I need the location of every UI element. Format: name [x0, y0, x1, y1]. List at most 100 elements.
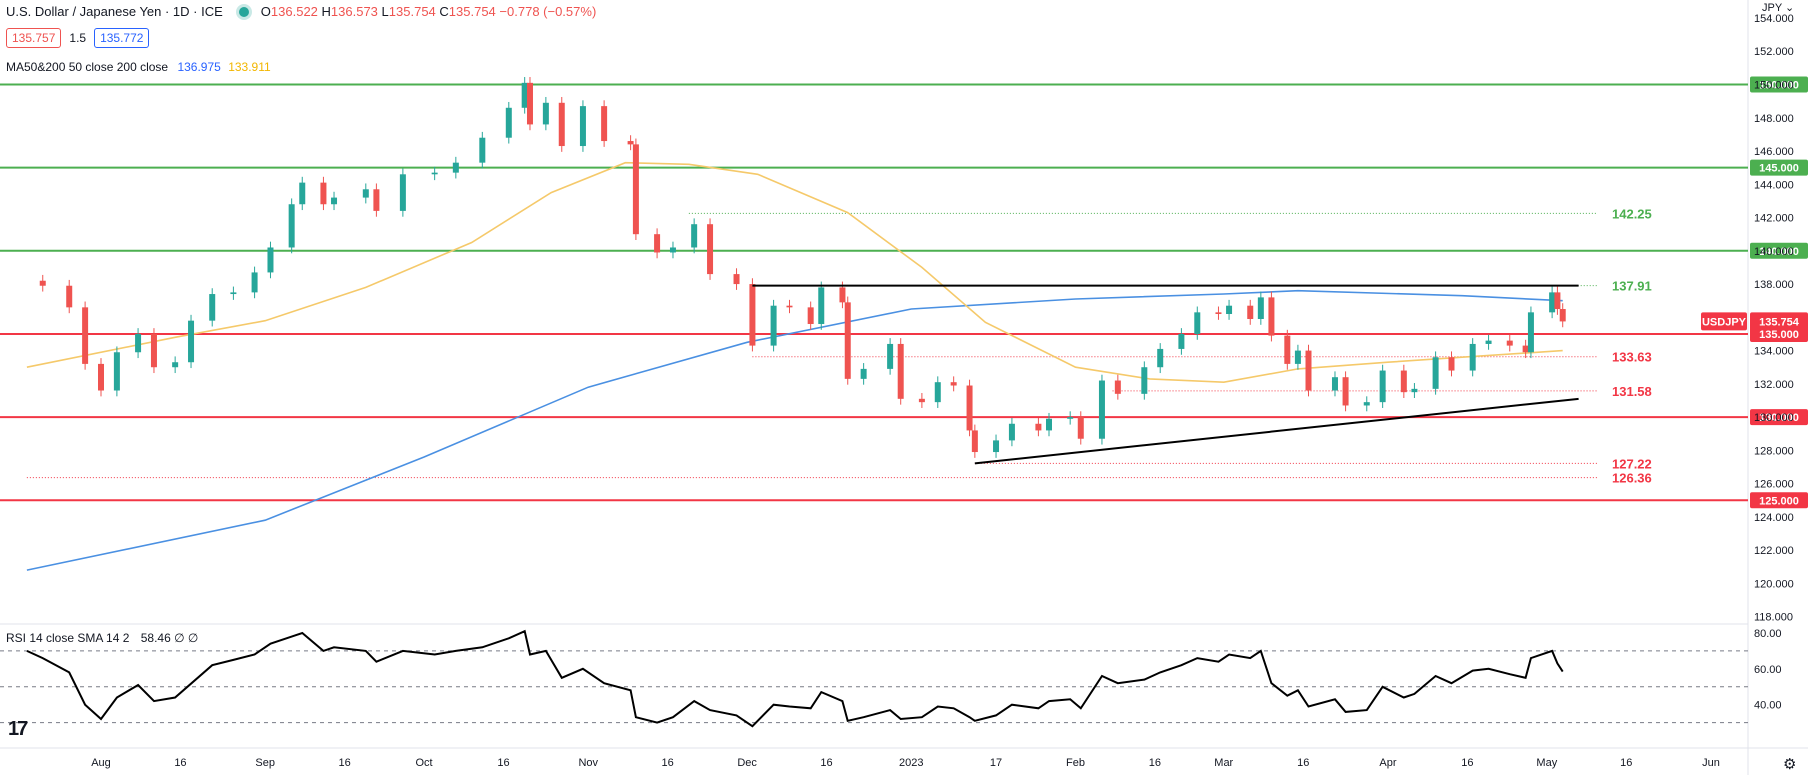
price-axis-level-label: 130.000 — [1759, 412, 1799, 424]
candle-body — [807, 307, 814, 324]
time-axis-tick: Jun — [1702, 757, 1720, 769]
time-axis-tick: 16 — [820, 757, 832, 769]
candle-body — [897, 343, 904, 399]
time-axis-tick: Dec — [737, 757, 757, 769]
candle-body — [1178, 333, 1185, 349]
candle-body — [209, 294, 216, 321]
price-axis-level-tag — [1750, 492, 1808, 509]
candle-body — [373, 189, 380, 211]
candle-body — [1077, 417, 1084, 439]
gear-icon[interactable]: ⚙ — [1783, 756, 1797, 773]
rsi-line — [26, 629, 1564, 728]
candle-body — [150, 333, 157, 368]
time-axis-tick: 16 — [1620, 757, 1632, 769]
candle-body — [770, 305, 777, 346]
ohlc-readout: O136.522 H136.573 L135.754 C135.754 −0.7… — [260, 4, 597, 19]
rsi-axis-tick: 40.00 — [1754, 700, 1782, 712]
price-axis-level-label: 140.000 — [1759, 246, 1799, 258]
ma-legend-label: MA50&200 50 close 200 close — [6, 60, 169, 74]
price-axis-tick: 132.000 — [1754, 379, 1794, 391]
price-axis-tick: 148.000 — [1754, 113, 1794, 125]
level-label: 126.36 — [1612, 471, 1652, 486]
candle-body — [1559, 309, 1566, 322]
candle-body — [860, 368, 867, 379]
time-axis-tick: 16 — [1149, 757, 1161, 769]
level-label: 131.58 — [1612, 384, 1652, 399]
candle-body — [1226, 305, 1233, 315]
candle-body — [654, 234, 661, 253]
candle-body — [505, 107, 512, 138]
candle-body — [632, 144, 639, 235]
price-axis-tick: 146.000 — [1754, 146, 1794, 158]
price-axis-tick: 128.000 — [1754, 445, 1794, 457]
candle-body — [1141, 367, 1148, 394]
candle-body — [1549, 292, 1556, 313]
candle-body — [1194, 312, 1201, 334]
candle-body — [98, 363, 104, 391]
time-axis-tick: 16 — [174, 757, 186, 769]
candle-body — [526, 82, 533, 125]
candle-body — [579, 106, 586, 147]
level-label: 127.22 — [1612, 456, 1652, 471]
level-label: 137.91 — [1612, 279, 1652, 294]
trendline — [974, 397, 1579, 465]
ma-legend[interactable]: MA50&200 50 close 200 close 136.975 133.… — [6, 60, 271, 74]
price-axis-tick: 124.000 — [1754, 512, 1794, 524]
price-axis-tick: 122.000 — [1754, 545, 1794, 557]
candle-body — [452, 162, 459, 173]
currency-selector[interactable]: JPY ⌄ — [1762, 2, 1795, 14]
candle-body — [1067, 417, 1074, 419]
level-label: 133.63 — [1612, 350, 1652, 365]
candle-body — [733, 274, 740, 285]
market-open-dot-icon — [238, 6, 249, 17]
price-axis-tick: 144.000 — [1754, 179, 1794, 191]
candle-body — [299, 182, 306, 205]
sell-button[interactable]: 135.757 — [6, 28, 62, 48]
rsi-legend-label: RSI 14 close SMA 14 2 — [6, 631, 130, 645]
candle-body — [1035, 423, 1042, 431]
candle-body — [320, 182, 327, 205]
time-axis-tick: Nov — [578, 757, 598, 769]
candle-body — [39, 280, 46, 286]
price-axis-level-label: 125.000 — [1759, 495, 1799, 507]
price-axis-tick: 152.000 — [1754, 46, 1794, 58]
candle-body — [251, 272, 258, 293]
chart-title: U.S. Dollar / Japanese Yen · 1D · ICE — [6, 4, 223, 19]
candle-body — [1522, 345, 1529, 353]
rsi-legend[interactable]: RSI 14 close SMA 14 2 58.46 ∅ ∅ — [6, 631, 198, 645]
price-axis-level-tag — [1750, 159, 1808, 176]
tradingview-logo[interactable]: 17 — [8, 718, 28, 740]
chart-header: U.S. Dollar / Japanese Yen · 1D · ICE O1… — [6, 4, 596, 19]
candle-body — [1257, 297, 1264, 319]
bid-ask-panel: 135.757 1.5 135.772 — [6, 28, 150, 48]
candle-body — [331, 197, 338, 205]
time-axis-tick: Sep — [255, 757, 275, 769]
candle-body — [1379, 370, 1386, 403]
candle-body — [1432, 357, 1439, 389]
time-axis-tick: May — [1536, 757, 1557, 769]
rsi-axis-tick: 80.00 — [1754, 628, 1782, 640]
candle-body — [82, 307, 89, 364]
candle-body — [1215, 312, 1222, 315]
price-axis-tick: 118.000 — [1754, 612, 1793, 624]
candle-body — [1469, 343, 1476, 371]
buy-button[interactable]: 135.772 — [94, 28, 150, 48]
candle-body — [558, 102, 565, 147]
time-axis-tick: 17 — [990, 757, 1002, 769]
candle-body — [1008, 423, 1015, 441]
candle-body — [1485, 340, 1492, 344]
price-axis-level-tag — [1750, 409, 1808, 426]
candle-body — [786, 305, 793, 308]
price-axis-tick: 130.000 — [1754, 412, 1794, 424]
candle-body — [113, 352, 120, 391]
candle-body — [707, 224, 714, 275]
time-axis-tick: Oct — [415, 757, 432, 769]
time-axis-tick: 16 — [1461, 757, 1473, 769]
price-axis-tick: 138.000 — [1754, 279, 1794, 291]
candle-body — [1268, 297, 1275, 336]
candle-body — [66, 285, 73, 308]
time-axis-tick: Feb — [1066, 757, 1085, 769]
price-axis-level-label: 135.000 — [1759, 329, 1799, 341]
change-readout: −0.778 (−0.57%) — [499, 4, 597, 19]
